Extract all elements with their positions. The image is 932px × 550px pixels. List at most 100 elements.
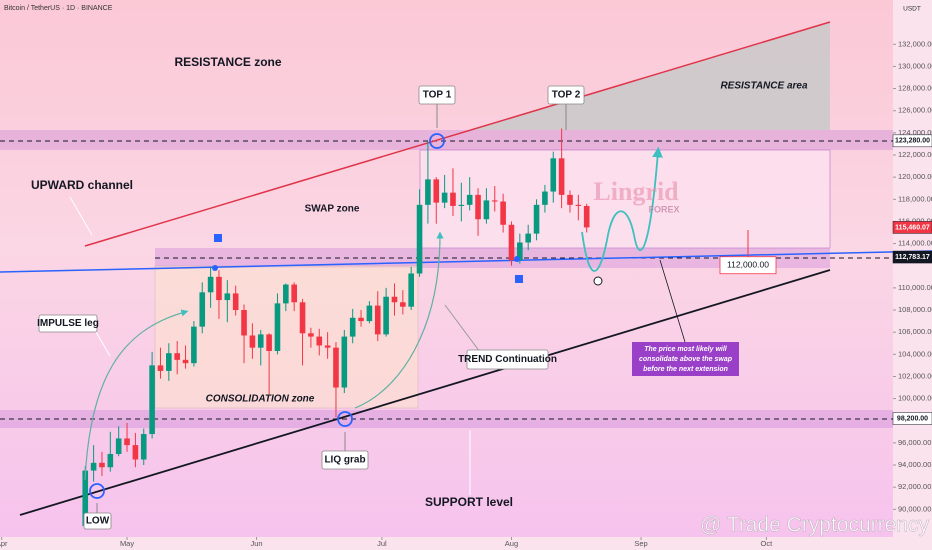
- candle-body: [132, 445, 139, 460]
- label: RESISTANCE area: [720, 81, 808, 92]
- candle-body: [257, 334, 264, 348]
- candle-body: [525, 233, 531, 243]
- touch-dot: [212, 265, 218, 271]
- candle-body: [391, 296, 398, 303]
- candle-body: [483, 200, 490, 220]
- label: SWAP zone: [305, 204, 360, 215]
- candle-body: [550, 158, 557, 192]
- candle-body: [174, 353, 180, 360]
- y-tick-label: 126,000.00: [898, 106, 932, 115]
- channel-pointer: [69, 196, 93, 236]
- label: IMPULSE leg: [37, 318, 99, 329]
- support-band: [0, 410, 893, 428]
- label: CONSOLIDATION zone: [206, 394, 315, 405]
- price-tag-label: 123,280.00: [895, 138, 930, 145]
- note-box: [632, 342, 739, 376]
- note: before the next extension: [643, 366, 728, 373]
- y-tick-label: 108,000.00: [898, 305, 932, 314]
- candle-body: [558, 158, 565, 195]
- icon: [214, 234, 222, 242]
- trend-arrow: [354, 231, 444, 409]
- candle-body: [416, 204, 423, 274]
- candle-body: [207, 276, 214, 293]
- candle-body: [333, 347, 339, 388]
- y-tick-label: 116,000.00: [898, 216, 932, 225]
- candle-body: [324, 345, 331, 348]
- candle-body: [533, 204, 540, 234]
- bubble: [83, 512, 112, 530]
- x-tick-label: May: [120, 539, 134, 548]
- candle-body: [82, 470, 89, 526]
- candle-body: [341, 336, 348, 388]
- price-axis: [893, 0, 932, 550]
- price-tag: [892, 221, 932, 234]
- y-tick-label: 100,000.00: [898, 394, 932, 403]
- y-tick-label: 110,000.00: [898, 283, 932, 292]
- trend-pointer: [444, 304, 481, 353]
- y-tick-label: 90,000.00: [898, 504, 931, 513]
- y-tick-label: 132,000.00: [898, 39, 932, 48]
- candle-body: [316, 336, 323, 346]
- y-tick-label: 130,000.00: [898, 61, 932, 70]
- y-tick-label: 118,000.00: [898, 194, 932, 203]
- candle-body: [466, 194, 473, 205]
- candle-body: [517, 242, 523, 261]
- label: RESISTANCE zone: [174, 55, 281, 69]
- x-tick-label: Jul: [377, 539, 387, 548]
- note: consolidate above the swap: [639, 356, 733, 363]
- candle-body: [308, 333, 314, 337]
- top1-circle: [429, 133, 445, 149]
- label: SUPPORT level: [425, 495, 513, 509]
- candle-body: [441, 192, 448, 203]
- candle-body: [408, 273, 414, 307]
- low-circle: [89, 483, 105, 499]
- candle-body: [216, 276, 222, 301]
- channel-bottom: [19, 269, 831, 516]
- x-tick-label: Sep: [634, 539, 647, 548]
- candle-body: [107, 453, 114, 468]
- label: TREND Continuation: [458, 354, 557, 365]
- candle-body: [508, 224, 515, 261]
- touch-dot: [514, 256, 520, 262]
- candle-body: [182, 359, 189, 364]
- candle-body: [224, 293, 231, 301]
- candle-body: [157, 365, 164, 371]
- candle-body: [241, 310, 247, 336]
- liq-circle: [337, 411, 353, 427]
- candle-body: [575, 204, 582, 206]
- bubble: [547, 85, 585, 105]
- candle-body: [366, 305, 373, 322]
- label: LOW: [86, 516, 110, 527]
- label: TOP 1: [423, 90, 452, 101]
- bubble: [321, 450, 369, 470]
- candle-body: [274, 303, 281, 351]
- candle-body: [450, 192, 456, 206]
- watermark: Lingrid: [593, 177, 679, 206]
- projection-path: [581, 146, 663, 272]
- bubble: [38, 314, 98, 333]
- candle-body: [140, 434, 147, 460]
- candle-body: [232, 293, 239, 311]
- blue-trendline: [0, 250, 932, 273]
- y-tick-label: 94,000.00: [898, 460, 931, 469]
- candle-body: [166, 353, 172, 371]
- time-axis: [0, 537, 893, 550]
- candle-body: [567, 194, 573, 205]
- candle-body: [433, 179, 440, 203]
- candle-body: [283, 284, 289, 304]
- price-tag: [892, 134, 932, 148]
- x-tick-label: Jun: [251, 539, 263, 548]
- symbol: Bitcoin / TetherUS · 1D · BINANCE: [4, 5, 113, 12]
- candle-body: [542, 191, 548, 205]
- candle-body: [400, 302, 406, 307]
- watermark-sub: FOREX: [648, 204, 679, 214]
- channel-top: [84, 21, 831, 247]
- y-tick-label: 120,000.00: [898, 172, 932, 181]
- candle-body: [383, 296, 389, 335]
- y-tick-label: 114,000.00: [898, 239, 932, 248]
- candle-body: [191, 326, 197, 364]
- candle-body: [266, 334, 272, 351]
- candle-body: [374, 305, 381, 335]
- label: TOP 2: [552, 90, 581, 101]
